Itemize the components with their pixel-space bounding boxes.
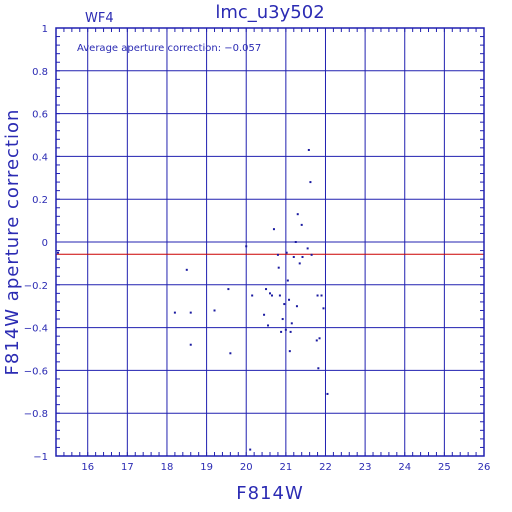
x-tick-label: 17 (121, 462, 134, 473)
data-point (229, 352, 232, 355)
data-point (316, 294, 319, 297)
data-point (326, 392, 329, 395)
data-point (185, 268, 188, 271)
chart-title: lmc_u3y502 (215, 2, 324, 23)
data-point (265, 288, 268, 291)
data-point (245, 245, 248, 248)
y-tick-label: 0.8 (32, 67, 48, 78)
chip-label: WF4 (85, 11, 114, 26)
data-point (285, 251, 288, 254)
data-point (309, 181, 312, 184)
data-point (298, 262, 301, 265)
data-point (227, 288, 230, 291)
x-tick-label: 25 (438, 462, 451, 473)
data-point (267, 324, 270, 327)
y-tick-label: 1 (42, 24, 48, 35)
y-tick-label: −1 (33, 452, 48, 463)
data-point (301, 255, 304, 258)
data-point (320, 294, 323, 297)
x-tick-label: 26 (478, 462, 491, 473)
y-tick-label: 0.4 (32, 152, 48, 163)
x-tick-label: 22 (319, 462, 332, 473)
data-point (280, 330, 283, 333)
data-point (307, 148, 310, 151)
y-tick-label: 0 (42, 238, 48, 249)
data-point (318, 337, 321, 340)
data-point (317, 367, 320, 370)
data-point (189, 311, 192, 314)
data-point (269, 292, 271, 295)
data-point (270, 294, 273, 297)
x-tick-label: 20 (240, 462, 253, 473)
data-point (286, 279, 289, 282)
data-point (315, 339, 318, 342)
data-point (189, 343, 192, 346)
data-point (278, 294, 281, 297)
data-point (288, 298, 291, 301)
data-point (284, 328, 287, 331)
data-point (263, 313, 266, 316)
data-point (290, 322, 293, 325)
data-point (281, 318, 284, 321)
grid-lines (56, 27, 485, 457)
y-tick-label: 0.2 (32, 195, 48, 206)
data-point (295, 305, 298, 308)
x-tick-label: 21 (279, 462, 292, 473)
data-point (294, 241, 297, 243)
data-point (56, 251, 59, 254)
plot-frame (55, 27, 485, 457)
data-point (173, 311, 176, 314)
y-tick-label: −0.8 (24, 409, 48, 420)
y-tick-label: −0.6 (24, 366, 48, 377)
data-point (310, 253, 313, 256)
x-tick-label: 18 (161, 462, 174, 473)
x-tick-label: 23 (359, 462, 372, 473)
data-point (249, 448, 252, 451)
data-point (296, 213, 299, 216)
data-point (300, 223, 303, 226)
y-tick-label: −0.4 (24, 324, 48, 335)
data-point (251, 294, 254, 297)
x-tick-label: 24 (398, 462, 411, 473)
x-tick-label: 19 (200, 462, 213, 473)
x-axis-label: F814W (236, 483, 304, 504)
data-point (289, 330, 292, 333)
data-point (288, 350, 291, 353)
x-tick-label: 16 (81, 462, 94, 473)
data-point (322, 307, 325, 310)
data-point (292, 255, 295, 258)
y-tick-label: 0.6 (32, 110, 48, 121)
data-point (306, 247, 309, 250)
y-axis-label: F814W aperture correction (2, 109, 23, 376)
x-tick-labels: 16 17 18 19 20 21 22 23 24 25 26 (81, 462, 490, 473)
data-point (283, 303, 286, 306)
data-points (56, 148, 329, 451)
data-point (277, 266, 280, 269)
data-point (276, 253, 279, 256)
y-tick-labels: −1 −0.8 −0.6 −0.4 −0.2 0 0.2 0.4 0.6 0.8 1 (24, 24, 48, 463)
data-point (213, 309, 216, 312)
y-tick-label: −0.2 (24, 281, 48, 292)
data-point (272, 228, 275, 231)
average-annotation: Average aperture correction: −0.057 (77, 43, 261, 54)
